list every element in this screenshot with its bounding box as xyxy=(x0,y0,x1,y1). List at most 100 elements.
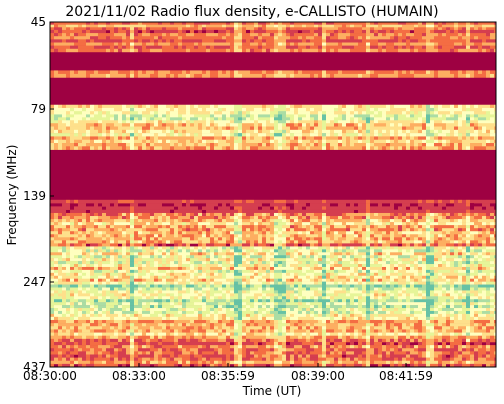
heatmap-cell xyxy=(230,146,234,150)
heatmap-cell xyxy=(330,111,334,115)
heatmap-cell xyxy=(222,36,226,40)
heatmap-cell xyxy=(78,126,82,131)
heatmap-cell xyxy=(98,139,102,144)
heatmap-cell xyxy=(78,249,82,253)
heatmap-cell xyxy=(270,146,274,150)
heatmap-cell xyxy=(306,228,310,232)
heatmap-cell xyxy=(434,243,438,247)
heatmap-cell xyxy=(246,111,250,115)
heatmap-cell xyxy=(474,206,478,210)
heatmap-cell xyxy=(282,199,286,204)
heatmap-cell xyxy=(218,234,222,238)
heatmap-cell xyxy=(366,216,370,220)
heatmap-cell xyxy=(50,48,54,53)
heatmap-cell xyxy=(170,48,174,53)
heatmap-cell xyxy=(94,107,98,112)
heatmap-cell xyxy=(234,22,238,25)
heatmap-cell xyxy=(170,240,174,244)
heatmap-cell xyxy=(354,212,358,217)
heatmap-cell xyxy=(282,104,286,109)
heatmap-cell xyxy=(474,212,478,217)
heatmap-cell xyxy=(54,73,58,78)
heatmap-cell xyxy=(198,136,202,141)
heatmap-cell xyxy=(362,246,366,250)
heatmap-cell xyxy=(198,104,202,109)
heatmap-cell xyxy=(278,48,282,53)
heatmap-cell xyxy=(154,146,158,150)
heatmap-cell xyxy=(350,123,354,127)
heatmap-cell xyxy=(314,143,318,147)
heatmap-cell xyxy=(86,228,90,232)
heatmap-cell xyxy=(374,70,378,75)
heatmap-cell xyxy=(154,120,158,124)
heatmap-cell xyxy=(54,70,58,75)
heatmap-cell xyxy=(78,146,82,150)
heatmap-cell xyxy=(238,216,242,220)
heatmap-cell xyxy=(194,228,198,232)
heatmap-cell xyxy=(190,70,194,75)
heatmap-cell xyxy=(66,219,70,223)
heatmap-cell xyxy=(430,33,434,37)
heatmap-cell xyxy=(258,216,262,220)
heatmap-cell xyxy=(402,48,406,53)
heatmap-cell xyxy=(122,117,126,121)
heatmap-cell xyxy=(358,146,362,150)
heatmap-cell xyxy=(114,219,118,223)
heatmap-cell xyxy=(438,249,442,253)
heatmap-cell xyxy=(462,219,466,223)
heatmap-cell xyxy=(482,246,486,250)
heatmap-cell xyxy=(142,237,146,241)
heatmap-cell xyxy=(178,225,182,229)
heatmap-cell xyxy=(326,24,330,28)
heatmap-cell xyxy=(382,199,386,204)
heatmap-cell xyxy=(454,39,458,43)
heatmap-cell xyxy=(366,222,370,226)
heatmap-cell xyxy=(486,228,490,232)
heatmap-cell xyxy=(470,107,474,112)
heatmap-cell xyxy=(122,228,126,232)
heatmap-cell xyxy=(250,249,254,253)
heatmap-cell xyxy=(222,231,226,235)
heatmap-cell xyxy=(150,255,154,259)
heatmap-cell xyxy=(338,136,342,141)
heatmap-cell xyxy=(450,234,454,238)
heatmap-cell xyxy=(370,246,374,250)
heatmap-cell xyxy=(322,212,326,217)
heatmap-cell xyxy=(54,209,58,214)
heatmap-cell xyxy=(398,222,402,226)
heatmap-cell xyxy=(202,212,206,217)
heatmap-cell xyxy=(310,243,314,247)
heatmap-cell xyxy=(446,255,450,259)
heatmap-cell xyxy=(354,29,358,34)
heatmap-cell xyxy=(438,129,442,134)
heatmap-cell xyxy=(266,252,270,256)
heatmap-cell xyxy=(182,39,186,43)
heatmap-cell xyxy=(138,33,142,37)
heatmap-cell xyxy=(306,143,310,147)
heatmap-cell xyxy=(354,126,358,131)
heatmap-cell xyxy=(98,240,102,244)
heatmap-cell xyxy=(230,246,234,250)
heatmap-cell xyxy=(462,216,466,220)
heatmap-cell xyxy=(342,203,346,207)
heatmap-cell xyxy=(66,225,70,229)
heatmap-cell xyxy=(222,212,226,217)
heatmap-cell xyxy=(74,243,78,247)
heatmap-cell xyxy=(346,36,350,40)
heatmap-cell xyxy=(454,22,458,25)
heatmap-cell xyxy=(86,42,90,46)
heatmap-cell xyxy=(138,243,142,247)
heatmap-cell xyxy=(490,139,494,144)
heatmap-cell xyxy=(350,29,354,34)
heatmap-cell xyxy=(322,22,326,25)
heatmap-cell xyxy=(210,45,214,50)
heatmap-cell xyxy=(406,212,410,217)
heatmap-cell xyxy=(170,42,174,46)
heatmap-cell xyxy=(474,117,478,121)
heatmap-cell xyxy=(138,39,142,43)
heatmap-cell xyxy=(290,126,294,131)
heatmap-cell xyxy=(386,133,390,137)
heatmap-cell xyxy=(126,258,130,262)
heatmap-cell xyxy=(146,234,150,238)
heatmap-cell xyxy=(438,120,442,124)
